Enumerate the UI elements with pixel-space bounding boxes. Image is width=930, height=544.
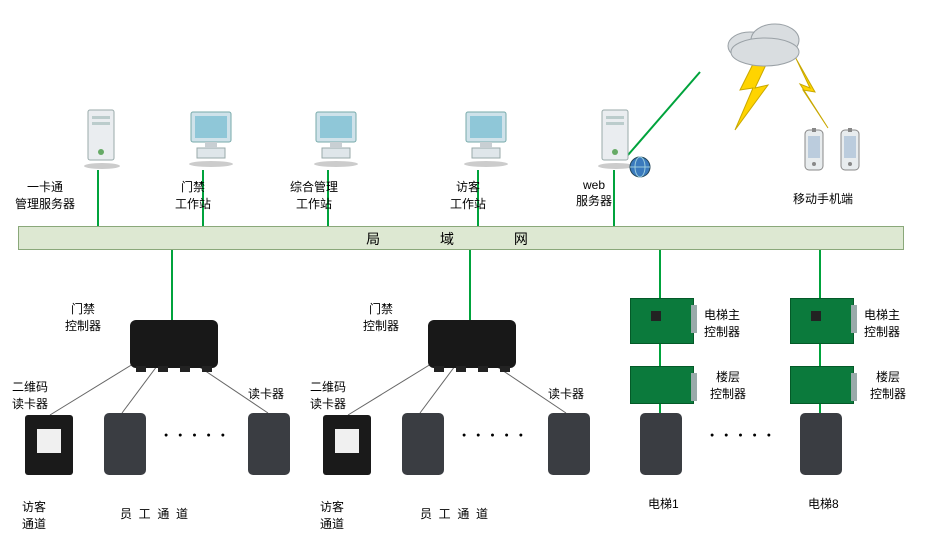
ctrl1-label: 门禁 控制器 — [65, 300, 101, 334]
server1-label: 一卡通 管理服务器 — [15, 178, 75, 212]
qr-reader-icon — [25, 415, 73, 475]
access-controller-icon — [428, 320, 516, 368]
ws2-label: 综合管理 工作站 — [290, 178, 338, 212]
pcb-icon — [630, 298, 694, 344]
floor-ctrl-label: 楼层 控制器 — [710, 368, 746, 402]
ws1-label: 门禁 工作站 — [175, 178, 211, 212]
ellipsis-icon: ● ● ● ● ● — [710, 432, 775, 439]
elev8-label: 电梯8 — [808, 495, 839, 512]
qr2-label: 二维码 读卡器 — [310, 378, 346, 412]
diagram-root: 局 域 网 一卡通 管理服务器 门禁 工作站 综合管理 工作站 访客 工作站 w… — [0, 0, 930, 544]
webserver-label: web 服务器 — [576, 178, 612, 209]
visitor-channel-label: 访客 通道 — [320, 498, 344, 532]
elev1-label: 电梯1 — [648, 495, 679, 512]
card-reader-icon — [248, 413, 290, 475]
reader2-label: 读卡器 — [548, 385, 584, 402]
ellipsis-icon: ● ● ● ● ● — [462, 432, 527, 439]
elev-main-label: 电梯主 控制器 — [864, 306, 900, 340]
pcb-icon — [790, 366, 854, 404]
staff-channel-label: 员 工 通 道 — [120, 505, 188, 522]
qr-reader-icon — [323, 415, 371, 475]
pcb-icon — [790, 298, 854, 344]
elev-main-label: 电梯主 控制器 — [704, 306, 740, 340]
visitor-channel-label: 访客 通道 — [22, 498, 46, 532]
card-reader-icon — [402, 413, 444, 475]
ws3-label: 访客 工作站 — [450, 178, 486, 212]
card-reader-icon — [548, 413, 590, 475]
pcb-icon — [630, 366, 694, 404]
ctrl2-label: 门禁 控制器 — [363, 300, 399, 334]
qr1-label: 二维码 读卡器 — [12, 378, 48, 412]
reader1-label: 读卡器 — [248, 385, 284, 402]
phones-label: 移动手机端 — [793, 190, 853, 207]
card-reader-icon — [640, 413, 682, 475]
ellipsis-icon: ● ● ● ● ● — [164, 432, 229, 439]
card-reader-icon — [104, 413, 146, 475]
floor-ctrl-label: 楼层 控制器 — [870, 368, 906, 402]
access-controller-icon — [130, 320, 218, 368]
staff-channel-label: 员 工 通 道 — [420, 505, 488, 522]
card-reader-icon — [800, 413, 842, 475]
